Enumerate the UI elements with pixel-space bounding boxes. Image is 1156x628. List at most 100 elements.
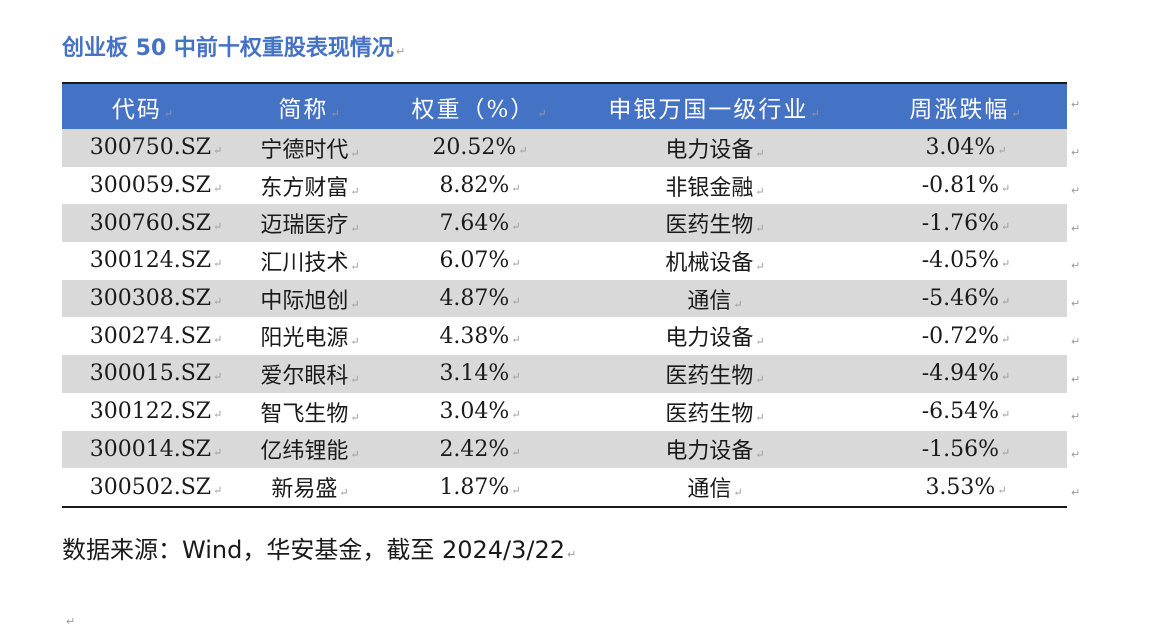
paragraph-mark-icon: ↵ xyxy=(537,106,549,120)
paragraph-mark-icon: ↵ xyxy=(330,106,342,120)
cell-weight: 4.87% ↵ xyxy=(395,279,565,318)
cell-industry: 医药生物 ↵ xyxy=(565,204,865,243)
cell-code: 300502.SZ ↵ xyxy=(62,468,225,508)
paragraph-mark-icon: ↵ xyxy=(1001,445,1011,459)
cell-industry: 医药生物 ↵ xyxy=(565,355,865,393)
paragraph-mark-icon: ↵ xyxy=(511,219,521,233)
cell-name: 智飞生物 ↵ xyxy=(260,401,360,427)
cell-name: 阳光电源 ↵ xyxy=(260,326,360,352)
cell-industry: 医药生物 ↵ xyxy=(665,401,765,427)
cell-weight: 3.14% ↵ xyxy=(395,355,565,393)
paragraph-mark-icon: ↵ xyxy=(163,106,176,120)
paragraph-mark-icon: ↵ xyxy=(350,410,360,424)
paragraph-mark-icon: ↵ xyxy=(1001,257,1011,271)
table-header-row: 代码 ↵ 简称 ↵ 权重（%） ↵ 申银万国一级行业 ↵ 周涨跌幅 ↵ xyxy=(62,82,1067,129)
paragraph-mark-icon: ↵ xyxy=(213,182,223,196)
paragraph-mark-icon: ↵ xyxy=(733,297,743,311)
paragraph-mark-icon: ↵ xyxy=(350,335,360,349)
cell-weight: 2.42% ↵ xyxy=(395,430,565,469)
paragraph-mark-icon: ↵ xyxy=(1071,222,1081,235)
paragraph-mark-icon: ↵ xyxy=(1001,295,1011,309)
cell-code: 300750.SZ ↵ xyxy=(62,129,225,167)
table-row: 300502.SZ ↵ 新易盛 ↵ 1.87% ↵ 通信 ↵ 3.53% ↵ xyxy=(62,468,1067,508)
paragraph-mark-icon: ↵ xyxy=(755,410,765,424)
table-row: 300308.SZ ↵ 中际旭创 ↵ 4.87% ↵ 通信 ↵ -5.46% ↵ xyxy=(62,279,1067,318)
cell-name: 宁德时代 ↵ xyxy=(225,129,395,167)
cell-weekly-change: -4.05% ↵ xyxy=(921,248,1011,274)
cell-weight: 3.04% ↵ xyxy=(439,399,521,425)
paragraph-mark-icon: ↵ xyxy=(511,408,521,422)
paragraph-mark-icon: ↵ xyxy=(511,182,521,196)
paragraph-mark-icon: ↵ xyxy=(1071,410,1081,423)
paragraph-mark-icon: ↵ xyxy=(1071,448,1081,461)
cell-industry: 通信 ↵ xyxy=(565,468,865,508)
paragraph-mark-icon: ↵ xyxy=(1071,98,1081,111)
cell-name: 中际旭创 ↵ xyxy=(225,279,395,318)
paragraph-mark-icon: ↵ xyxy=(1071,146,1081,159)
paragraph-mark-icon: ↵ xyxy=(1001,182,1011,196)
table-row: 300122.SZ ↵ 智飞生物 ↵ 3.04% ↵ 医药生物 ↵ -6.54% ↵ xyxy=(62,393,1067,431)
table-row: 300059.SZ ↵ 东方财富 ↵ 8.82% ↵ 非银金融 ↵ -0.81% ↵ xyxy=(62,167,1067,205)
cell-industry: 电力设备 ↵ xyxy=(565,430,865,469)
table-row: 300014.SZ ↵ 亿纬锂能 ↵ 2.42% ↵ 电力设备 ↵ -1.56% ↵ xyxy=(62,430,1067,469)
header-weight: 权重（%） ↵ xyxy=(395,82,565,129)
paragraph-mark-icon: ↵ xyxy=(755,448,765,462)
paragraph-mark-icon: ↵ xyxy=(350,297,360,311)
cell-code: 300015.SZ ↵ xyxy=(62,355,225,393)
cell-code: 300308.SZ ↵ xyxy=(62,279,225,318)
cell-name: 新易盛 ↵ xyxy=(225,468,395,508)
paragraph-mark-icon: ↵ xyxy=(1001,408,1011,422)
cell-weekly-change: -6.54% ↵ xyxy=(921,399,1011,425)
paragraph-mark-icon: ↵ xyxy=(511,332,521,346)
paragraph-mark-icon: ↵ xyxy=(511,445,521,459)
cell-name: 迈瑞医疗 ↵ xyxy=(225,204,395,243)
paragraph-mark-icon: ↵ xyxy=(339,486,349,500)
cell-name: 东方财富 ↵ xyxy=(260,175,360,201)
paragraph-mark-icon: ↵ xyxy=(755,184,765,198)
paragraph-mark-icon: ↵ xyxy=(755,372,765,386)
paragraph-mark-icon: ↵ xyxy=(511,295,521,309)
paragraph-mark-icon: ↵ xyxy=(997,144,1007,158)
cell-industry: 机械设备 ↵ xyxy=(665,250,765,276)
document-title: 创业板 50 中前十权重股表现情况 ↵ xyxy=(62,36,406,61)
paragraph-mark-icon: ↵ xyxy=(213,144,223,158)
paragraph-mark-icon: ↵ xyxy=(1071,373,1081,386)
paragraph-mark-icon: ↵ xyxy=(213,483,223,497)
paragraph-mark-icon: ↵ xyxy=(350,448,360,462)
table-row: 300760.SZ ↵ 迈瑞医疗 ↵ 7.64% ↵ 医药生物 ↵ -1.76% ↵ xyxy=(62,204,1067,243)
paragraph-mark-icon: ↵ xyxy=(511,257,521,271)
cell-code: 300760.SZ ↵ xyxy=(62,204,225,243)
cell-code: 300059.SZ ↵ xyxy=(89,173,223,199)
cell-weekly-change: -1.76% ↵ xyxy=(865,204,1067,243)
cell-weight: 8.82% ↵ xyxy=(439,173,521,199)
cell-weekly-change: -1.56% ↵ xyxy=(865,430,1067,469)
paragraph-mark-icon: ↵ xyxy=(733,486,743,500)
cell-name: 亿纬锂能 ↵ xyxy=(225,430,395,469)
data-source-note: 数据来源：Wind，华安基金，截至 2024/3/22 ↵ xyxy=(62,536,577,564)
paragraph-mark-icon: ↵ xyxy=(511,483,521,497)
top10-weight-table: 代码 ↵ 简称 ↵ 权重（%） ↵ 申银万国一级行业 ↵ 周涨跌幅 ↵ 300750.SZ… xyxy=(62,82,1067,508)
table-row: 300124.SZ ↵ 汇川技术 ↵ 6.07% ↵ 机械设备 ↵ -4.05% ↵ xyxy=(62,242,1067,280)
paragraph-mark-icon: ↵ xyxy=(755,335,765,349)
cell-industry: 电力设备 ↵ xyxy=(665,326,765,352)
paragraph-mark-icon: ↵ xyxy=(350,184,360,198)
paragraph-mark-icon: ↵ xyxy=(1001,370,1011,384)
paragraph-mark-icon: ↵ xyxy=(1071,184,1081,197)
paragraph-mark-icon: ↵ xyxy=(755,222,765,236)
paragraph-mark-icon: ↵ xyxy=(66,615,76,628)
cell-weekly-change: 3.53% ↵ xyxy=(865,468,1067,508)
cell-weight: 6.07% ↵ xyxy=(439,248,521,274)
paragraph-mark-icon: ↵ xyxy=(755,146,765,160)
cell-weekly-change: 3.04% ↵ xyxy=(865,129,1067,167)
table-row: 300015.SZ ↵ 爱尔眼科 ↵ 3.14% ↵ 医药生物 ↵ -4.94% ↵ xyxy=(62,355,1067,393)
paragraph-mark-icon: ↵ xyxy=(213,257,223,271)
paragraph-mark-icon: ↵ xyxy=(1011,106,1023,120)
header-code: 代码 ↵ xyxy=(62,82,225,129)
paragraph-mark-icon: ↵ xyxy=(213,408,223,422)
cell-name: 汇川技术 ↵ xyxy=(260,250,360,276)
paragraph-mark-icon: ↵ xyxy=(350,146,360,160)
paragraph-mark-icon: ↵ xyxy=(1071,297,1081,310)
table-row: 300750.SZ ↵ 宁德时代 ↵ 20.52% ↵ 电力设备 ↵ 3.04% ↵ xyxy=(62,129,1067,167)
cell-name: 爱尔眼科 ↵ xyxy=(225,355,395,393)
cell-weekly-change: -0.81% ↵ xyxy=(921,173,1011,199)
